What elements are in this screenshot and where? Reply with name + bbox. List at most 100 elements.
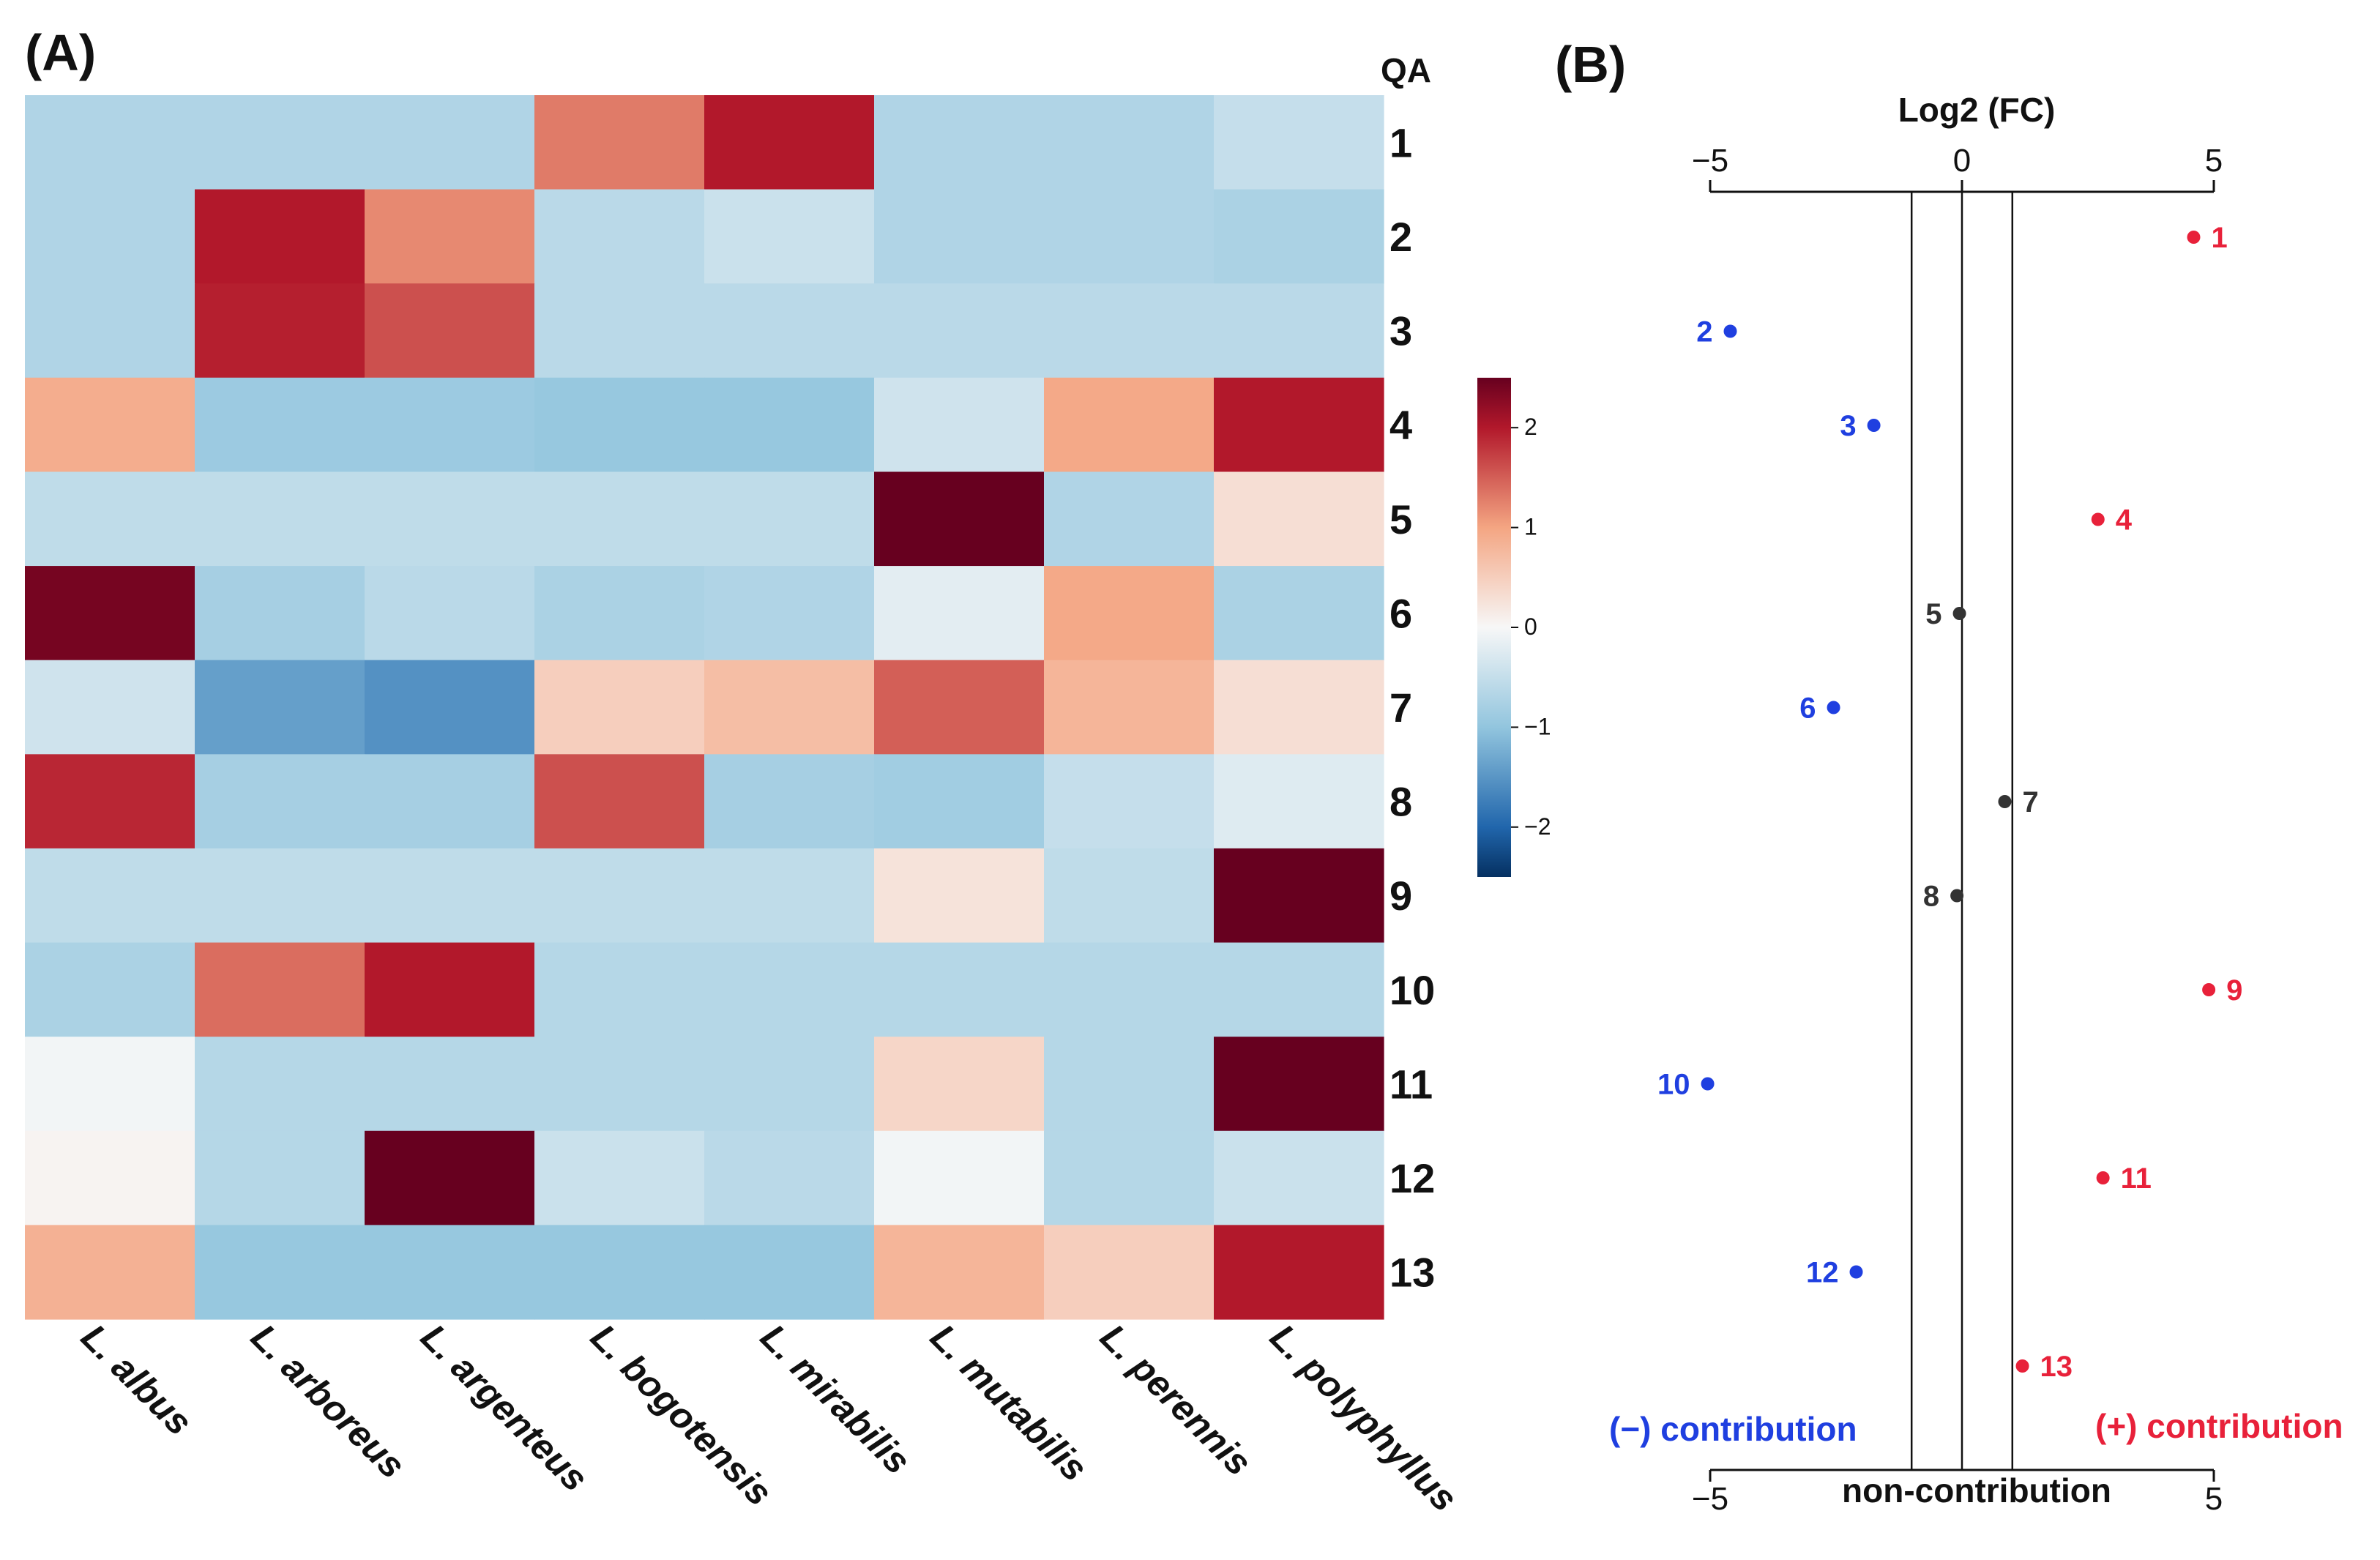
x-axis-title: Log2 (FC) — [1898, 91, 2056, 129]
heatmap-cell — [1044, 1130, 1215, 1225]
bottom-tick-label: 5 — [2205, 1481, 2223, 1517]
heatmap-cell — [704, 566, 875, 661]
heatmap-cell — [874, 848, 1045, 944]
heatmap-cell — [534, 848, 705, 944]
column-label: L. mutabilis — [922, 1316, 1095, 1489]
heatmap-cell — [365, 471, 535, 567]
heatmap-cell — [534, 566, 705, 661]
heatmap-cell — [874, 1037, 1045, 1132]
heatmap-cell — [874, 283, 1045, 378]
heatmap-cell — [704, 1037, 875, 1132]
heatmap-cell — [1044, 95, 1215, 190]
colorbar-tick-label: 1 — [1524, 514, 1537, 540]
point-label: 1 — [2211, 222, 2227, 254]
heatmap-cell — [195, 1037, 365, 1132]
heatmap-cell — [1214, 660, 1384, 755]
heatmap-cell — [195, 754, 365, 849]
heatmap-cell — [1044, 942, 1215, 1037]
point-2 — [1723, 324, 1737, 338]
row-label: 5 — [1389, 496, 1412, 542]
heatmap-cell — [25, 95, 195, 190]
colorbar-tick-label: −2 — [1524, 813, 1551, 840]
heatmap-cell — [195, 942, 365, 1037]
row-label: 9 — [1389, 873, 1412, 919]
heatmap-cell — [1044, 1037, 1215, 1132]
heatmap-cell — [1214, 283, 1384, 378]
point-3 — [1867, 419, 1881, 432]
point-label: 11 — [2121, 1162, 2152, 1195]
row-label: 4 — [1389, 402, 1412, 448]
panel-b-label: (B) — [1555, 36, 1626, 93]
heatmap-cell — [534, 754, 705, 849]
heatmap-cell — [704, 471, 875, 567]
row-label: 1 — [1389, 119, 1412, 165]
column-label: L. polyphyllus — [1262, 1316, 1465, 1519]
heatmap-cell — [1214, 1225, 1384, 1320]
heatmap-cell — [534, 1130, 705, 1225]
top-tick-label: −5 — [1692, 143, 1728, 179]
row-label: 6 — [1389, 590, 1412, 636]
heatmap-cell — [1214, 471, 1384, 567]
row-label: 10 — [1389, 967, 1435, 1013]
point-5 — [1952, 607, 1966, 620]
heatmap-cell — [25, 1130, 195, 1225]
top-tick-label: 0 — [1953, 143, 1971, 179]
point-1 — [2187, 231, 2201, 244]
heatmap-cell — [704, 848, 875, 944]
heatmap-cell — [704, 942, 875, 1037]
heatmap-cell — [1214, 95, 1384, 190]
heatmap-cell — [25, 377, 195, 473]
colorbar-tick-label: 2 — [1524, 414, 1537, 440]
point-label: 4 — [2116, 504, 2133, 537]
heatmap-cell — [704, 1130, 875, 1225]
colorbar-tick-label: 0 — [1524, 613, 1537, 640]
heatmap-cell — [195, 189, 365, 284]
heatmap-cell — [1214, 848, 1384, 944]
heatmap-cell — [195, 471, 365, 567]
heatmap-cell — [365, 377, 535, 473]
row-label: 7 — [1389, 684, 1412, 731]
heatmap-cell — [1044, 189, 1215, 284]
heatmap-cell — [25, 942, 195, 1037]
heatmap-cell — [195, 848, 365, 944]
heatmap-cell — [874, 942, 1045, 1037]
heatmap-cell — [704, 283, 875, 378]
point-label: 9 — [2226, 974, 2242, 1007]
point-label: 6 — [1799, 693, 1816, 725]
heatmap-cell — [534, 1037, 705, 1132]
log2fc-axes: −5 0 5 −5 5 — [1692, 143, 2223, 1517]
point-8 — [1950, 889, 1964, 903]
column-label: L. perennis — [1092, 1316, 1259, 1483]
heatmap-cell — [195, 377, 365, 473]
column-label: L. argenteus — [413, 1316, 596, 1499]
heatmap-cell — [1214, 754, 1384, 849]
heatmap-cell — [25, 471, 195, 567]
heatmap-cell — [195, 283, 365, 378]
heatmap-cell — [534, 942, 705, 1037]
heatmap-cell — [534, 189, 705, 284]
heatmap-cell — [365, 95, 535, 190]
point-label: 13 — [2040, 1351, 2073, 1383]
heatmap-cell — [704, 754, 875, 849]
row-label: 3 — [1389, 308, 1412, 354]
heatmap-cell — [874, 377, 1045, 473]
point-label: 5 — [1925, 598, 1941, 630]
heatmap-cell — [874, 471, 1045, 567]
point-label: 7 — [2022, 786, 2038, 818]
heatmap-cell — [874, 754, 1045, 849]
row-label: 11 — [1389, 1061, 1433, 1107]
column-label: L. arboreus — [243, 1316, 413, 1486]
heatmap-cell — [365, 754, 535, 849]
column-label: L. albus — [73, 1316, 200, 1443]
heatmap-cell — [195, 1225, 365, 1320]
heatmap-cell — [365, 566, 535, 661]
heatmap-cell — [874, 660, 1045, 755]
heatmap-cell — [1214, 189, 1384, 284]
point-label: 12 — [1806, 1257, 1839, 1289]
row-label: 13 — [1389, 1250, 1435, 1296]
row-label: 2 — [1389, 214, 1412, 260]
column-label: L. mirabilis — [753, 1316, 918, 1482]
heatmap-cell — [195, 1130, 365, 1225]
heatmap-cell — [874, 566, 1045, 661]
